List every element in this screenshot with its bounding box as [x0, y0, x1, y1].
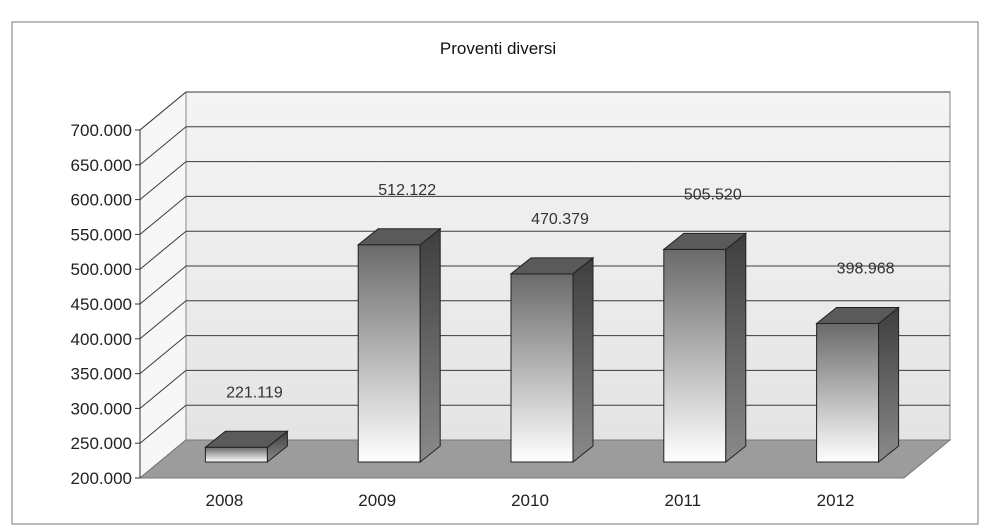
- bar-top: [662, 232, 748, 250]
- bar-front: [357, 244, 421, 463]
- bar-2011: [662, 232, 748, 464]
- y-tick-label: 700.000: [71, 121, 132, 140]
- y-tick-label: 550.000: [71, 225, 132, 244]
- bar-2009: [356, 227, 442, 464]
- y-tick-label: 650.000: [71, 156, 132, 175]
- bar-2008: [203, 430, 289, 464]
- bar-front: [204, 446, 268, 463]
- bar-top: [203, 430, 289, 448]
- gridline-side: [139, 335, 187, 374]
- data-label: 505.520: [684, 186, 742, 203]
- bar-front: [510, 273, 574, 463]
- bar-top: [815, 307, 901, 325]
- gridline-side: [139, 370, 187, 409]
- gridline-side: [139, 91, 187, 131]
- x-tick-label: 2011: [665, 491, 702, 510]
- x-tick-label: 2012: [817, 491, 855, 510]
- bar-side: [572, 256, 594, 464]
- data-label: 221.119: [226, 384, 283, 401]
- data-label: 398.968: [837, 261, 895, 278]
- y-tick-label: 250.000: [71, 434, 132, 453]
- data-label: 512.122: [378, 182, 436, 199]
- y-tick-label: 350.000: [71, 365, 132, 384]
- gridline-side: [139, 300, 187, 340]
- bar-2012: [815, 306, 901, 464]
- bar-front: [816, 323, 880, 463]
- y-tick-label: 450.000: [71, 295, 132, 314]
- x-tick-label: 2008: [205, 491, 243, 510]
- x-tick-label: 2009: [358, 491, 396, 510]
- y-tick-label: 600.000: [71, 191, 132, 210]
- x-tick-label: 2010: [511, 491, 549, 510]
- bar-side: [725, 232, 747, 464]
- y-tick-label: 200.000: [71, 469, 132, 488]
- y-tick-label: 500.000: [71, 260, 132, 279]
- gridline-side: [139, 404, 187, 444]
- gridline-side: [139, 126, 187, 166]
- bar-top: [509, 257, 595, 275]
- bar-side: [878, 306, 900, 464]
- bar-top: [356, 228, 442, 246]
- gridline-side: [139, 265, 187, 305]
- gridline-side: [139, 161, 187, 200]
- bar-side: [419, 227, 441, 464]
- x-axis-category-labels: 2008 2009 2010 2011 2012: [205, 491, 854, 510]
- bar-2010: [509, 256, 595, 464]
- chart-bars: 221.119 512.122 470.379 505.520 398.968: [203, 182, 901, 464]
- y-axis-tick-labels: 200.000 250.000 300.000 350.000 400.000 450.0…: [71, 121, 141, 488]
- gridline-side: [139, 230, 187, 270]
- bar-front: [663, 248, 727, 463]
- data-label: 470.379: [531, 211, 589, 228]
- y-tick-label: 300.000: [71, 399, 132, 418]
- gridline-side: [139, 196, 187, 235]
- chart-title: Proventi diversi: [440, 39, 556, 58]
- y-tick-label: 400.000: [71, 330, 132, 349]
